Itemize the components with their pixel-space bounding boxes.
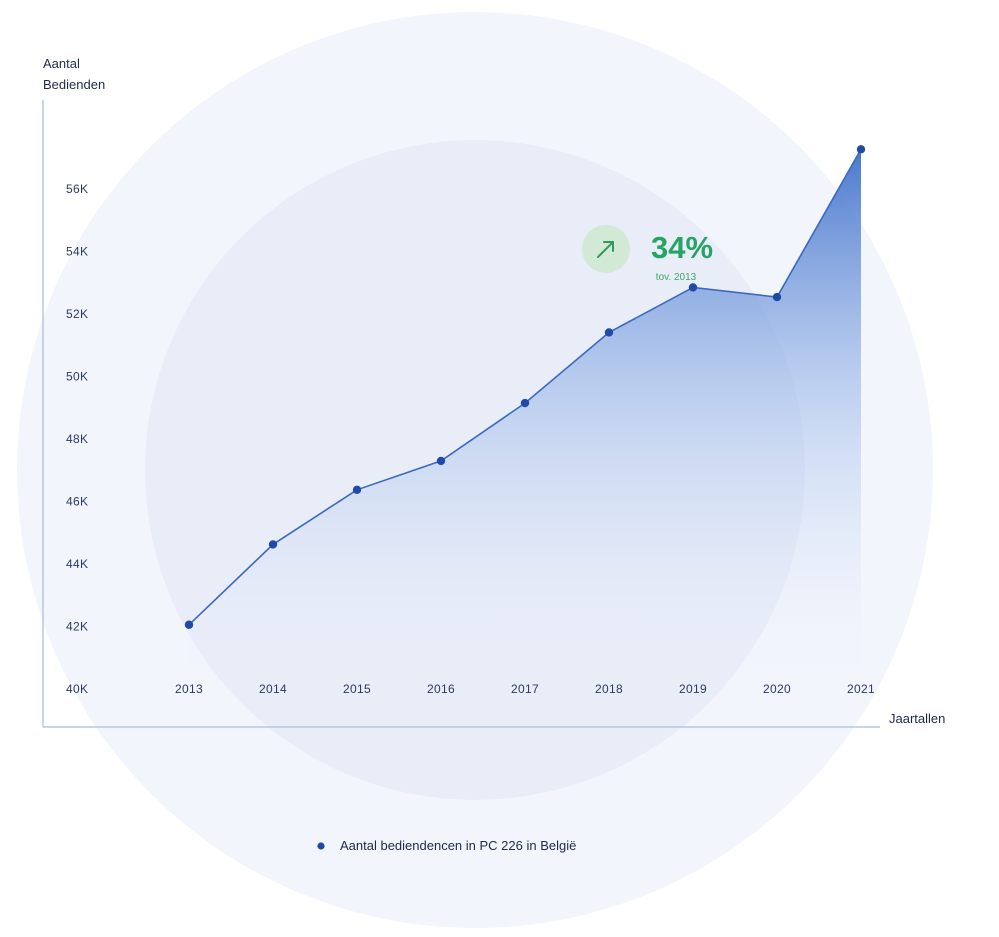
x-tick-labels: 2013 2014 2015 2016 2017 2018 2019 2020 2021	[175, 682, 875, 696]
y-axis-title: Aantal Bedienden	[43, 56, 105, 92]
legend-marker	[317, 842, 325, 850]
arrow-up-right-icon	[597, 241, 614, 258]
x-tick-label: 2015	[343, 682, 371, 696]
y-tick-label: 54K	[66, 245, 88, 259]
x-tick-label: 2019	[679, 682, 707, 696]
y-axis-title-line2: Bedienden	[43, 77, 105, 92]
y-tick-label: 56K	[66, 182, 88, 196]
y-axis-title-line1: Aantal	[43, 56, 80, 71]
x-tick-label: 2016	[427, 682, 455, 696]
y-tick-label: 42K	[66, 620, 88, 634]
growth-badge-value: 34%	[651, 230, 713, 265]
y-tick-label: 44K	[66, 557, 88, 571]
x-tick-label: 2017	[511, 682, 539, 696]
legend: Aantal bediendencen in PC 226 in België	[317, 838, 576, 853]
data-point-2018	[604, 328, 614, 337]
series-points	[184, 145, 866, 629]
x-tick-label: 2021	[847, 682, 875, 696]
y-tick-label: 52K	[66, 307, 88, 321]
data-point-2021	[856, 145, 866, 154]
y-tick-label: 50K	[66, 370, 88, 384]
data-point-2014	[268, 540, 278, 549]
data-point-2017	[520, 398, 530, 408]
legend-label: Aantal bediendencen in PC 226 in België	[340, 838, 576, 853]
data-point-2016	[436, 456, 446, 466]
x-tick-label: 2014	[259, 682, 287, 696]
data-point-2013	[184, 620, 194, 629]
data-point-2020	[772, 292, 782, 302]
x-axis-title: Jaartallen	[889, 711, 945, 726]
x-tick-label: 2020	[763, 682, 791, 696]
x-tick-label: 2013	[175, 682, 203, 696]
growth-badge: 34% tov. 2013	[582, 225, 713, 283]
data-point-2019	[688, 283, 698, 292]
data-point-2015	[352, 485, 362, 495]
growth-badge-caption: tov. 2013	[656, 272, 697, 283]
y-tick-label: 46K	[66, 495, 88, 509]
y-tick-label: 40K	[66, 682, 88, 696]
x-tick-label: 2018	[595, 682, 623, 696]
y-tick-label: 48K	[66, 432, 88, 446]
y-tick-labels: 40K 42K 44K 46K 48K 50K 52K 54K 56K	[66, 182, 88, 696]
